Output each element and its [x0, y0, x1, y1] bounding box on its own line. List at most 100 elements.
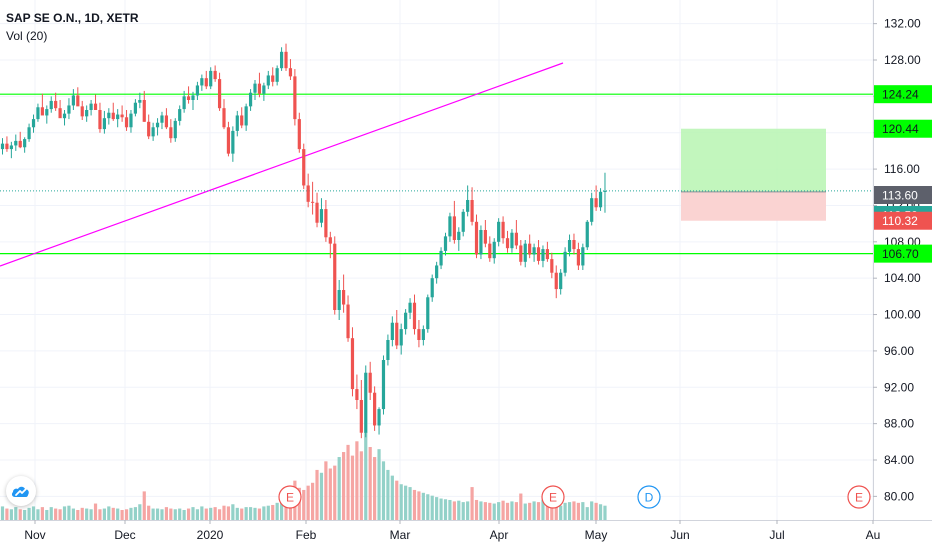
candle-body	[373, 392, 377, 426]
time-tick-label: May	[585, 528, 608, 542]
volume-bar	[173, 509, 177, 520]
volume-bar	[554, 504, 558, 520]
volume-bar	[235, 507, 239, 520]
price-tick-label: 80.00	[884, 489, 914, 503]
candle-body	[293, 76, 297, 120]
volume-bar	[93, 503, 98, 520]
symbol-title[interactable]: SAP SE O.N., 1D, XETR	[6, 11, 139, 25]
volume-bar	[559, 505, 563, 520]
volume-bar	[457, 500, 461, 520]
volume-bar	[443, 499, 448, 520]
earnings-marker[interactable]: E	[541, 485, 565, 509]
volume-bar	[399, 484, 403, 520]
candle-body	[45, 109, 49, 116]
candle-body	[523, 243, 527, 262]
volume-bar	[27, 507, 31, 520]
volume-indicator-label[interactable]: Vol (20)	[6, 29, 48, 43]
earnings-marker[interactable]: E	[278, 485, 302, 509]
candle-body	[0, 143, 5, 150]
volume-bar	[5, 508, 9, 520]
volume-bar	[31, 506, 36, 520]
candle-body	[492, 241, 496, 259]
candle-body	[532, 247, 536, 255]
candle-body	[297, 119, 301, 150]
price-tick-label: 104.00	[884, 271, 921, 285]
volume-bar	[519, 493, 523, 520]
event-marker-label: E	[855, 491, 863, 505]
stop-loss-zone[interactable]	[681, 191, 826, 221]
time-tick-label: Jun	[670, 528, 689, 542]
candle-body	[195, 85, 200, 96]
profit-target-zone[interactable]	[681, 128, 826, 192]
candle-body	[173, 120, 177, 139]
volume-bar	[576, 502, 580, 520]
candle-body	[248, 92, 253, 107]
price-label-last	[874, 186, 932, 204]
event-marker-label: E	[286, 491, 294, 505]
candle-body	[470, 200, 474, 222]
candle-body	[324, 209, 328, 238]
volume-bar	[80, 507, 84, 520]
candle-body	[5, 143, 9, 150]
long-position-tool[interactable]	[681, 128, 826, 221]
event-marker-circle[interactable]	[637, 485, 661, 509]
trend-line[interactable]	[0, 62, 564, 267]
candle-body	[129, 113, 133, 128]
candle-body	[399, 329, 403, 346]
volume-bar	[594, 502, 598, 520]
volume-bar	[466, 501, 470, 520]
drawing-lines[interactable]	[0, 62, 873, 267]
time-tick-label: Nov	[24, 528, 45, 542]
candle-body	[27, 127, 31, 140]
earnings-marker[interactable]: E	[847, 485, 871, 509]
candle-body	[85, 110, 89, 117]
volume-bar	[67, 505, 71, 520]
candle-body	[133, 102, 137, 114]
volume-bars	[0, 432, 607, 520]
candle-body	[93, 103, 98, 110]
candle-body	[54, 100, 58, 109]
volume-bar	[302, 489, 306, 520]
price-label-text: 124.24	[882, 88, 919, 102]
price-label-level	[874, 119, 932, 138]
volume-bar	[479, 501, 483, 520]
event-marker-circle[interactable]	[541, 485, 565, 509]
volume-bar	[536, 502, 541, 520]
tradingview-cloud-icon[interactable]	[6, 476, 36, 506]
volume-bar	[435, 497, 439, 520]
event-marker-circle[interactable]	[847, 485, 871, 509]
candle-body	[452, 216, 456, 240]
price-label-text: 120.44	[882, 122, 919, 136]
price-label-level	[874, 85, 932, 104]
dividend-marker[interactable]: D	[637, 485, 661, 509]
candle-body	[333, 243, 337, 310]
price-tick-label: 100.00	[884, 308, 921, 322]
volume-bar	[116, 508, 120, 520]
candle-body	[576, 249, 580, 266]
candle-body	[89, 103, 93, 110]
candle-body	[226, 127, 231, 154]
candle-body	[514, 232, 518, 246]
candle-body	[315, 202, 319, 223]
volume-bar	[257, 508, 262, 520]
volume-bar	[492, 503, 496, 520]
volume-bar	[483, 502, 487, 520]
event-marker-circle[interactable]	[278, 485, 302, 509]
time-tick-label: Au	[866, 528, 881, 542]
volume-bar	[315, 469, 319, 520]
volume-bar	[541, 499, 545, 520]
candle-body	[386, 340, 390, 360]
volume-bar	[550, 501, 554, 520]
volume-bar	[89, 509, 93, 520]
volume-bar	[209, 507, 213, 520]
volume-bar	[333, 465, 337, 520]
volume-bar	[45, 509, 49, 520]
volume-bar	[523, 503, 527, 520]
time-tick-label: Mar	[390, 528, 411, 542]
candle-body	[337, 290, 341, 310]
candle-body	[288, 68, 293, 77]
